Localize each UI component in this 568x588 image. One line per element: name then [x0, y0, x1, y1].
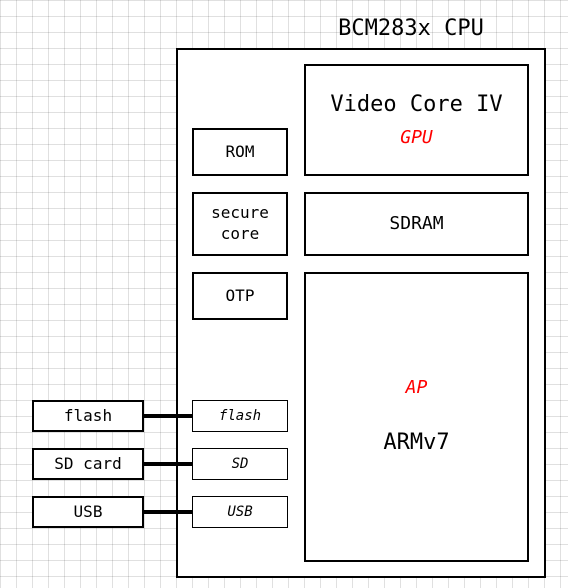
usb-port-block: USB: [192, 496, 288, 528]
diagram-title: BCM283x CPU: [281, 16, 541, 41]
flash-port-block: flash: [192, 400, 288, 432]
sd-card-external-block: SD card: [32, 448, 144, 480]
flash-external-block: flash: [32, 400, 144, 432]
video-core-sub-label: GPU: [400, 126, 433, 149]
sd-port-block: SD: [192, 448, 288, 480]
sd-port-label: SD: [232, 455, 249, 473]
usb-port-label: USB: [227, 503, 252, 521]
video-core-block: Video Core IV GPU: [304, 64, 529, 176]
armv7-block: AP ARMv7: [304, 272, 529, 562]
sdram-block: SDRAM: [304, 192, 529, 256]
sd-card-external-label: SD card: [54, 454, 121, 475]
sd-connector-line: [144, 462, 192, 466]
usb-external-block: USB: [32, 496, 144, 528]
rom-block: ROM: [192, 128, 288, 176]
armv7-main-label: ARMv7: [383, 429, 449, 458]
secure-core-block: secure core: [192, 192, 288, 256]
flash-port-label: flash: [219, 407, 261, 425]
usb-external-label: USB: [74, 502, 103, 523]
diagram-title-text: BCM283x CPU: [338, 16, 484, 41]
usb-connector-line: [144, 510, 192, 514]
flash-connector-line: [144, 414, 192, 418]
sdram-label: SDRAM: [389, 212, 443, 235]
otp-block: OTP: [192, 272, 288, 320]
secure-core-label-1: secure: [211, 203, 269, 224]
armv7-sub-label: AP: [406, 376, 428, 399]
video-core-main-label: Video Core IV: [330, 91, 502, 120]
rom-label: ROM: [226, 142, 255, 163]
otp-label: OTP: [226, 286, 255, 307]
flash-external-label: flash: [64, 406, 112, 427]
secure-core-label-2: core: [221, 224, 260, 245]
